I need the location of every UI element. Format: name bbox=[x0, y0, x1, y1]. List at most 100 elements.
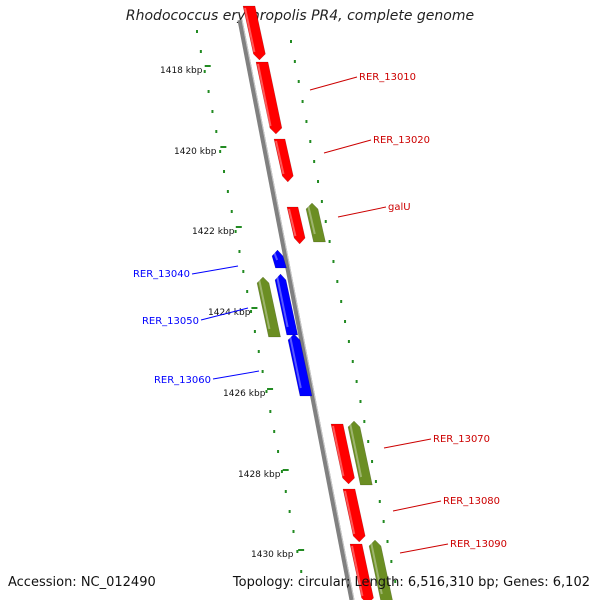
genome-title: Rhodococcus erythropolis PR4, complete g… bbox=[125, 8, 475, 24]
reverse-cds-arrow-shine bbox=[289, 335, 302, 389]
gene-label: RER_13050 bbox=[142, 316, 199, 327]
gene-leader-line bbox=[309, 76, 358, 91]
reverse-cds-arrow-shine bbox=[276, 275, 289, 328]
track-dot bbox=[242, 270, 245, 273]
gene-label: RER_13020 bbox=[373, 135, 430, 146]
tick-label: 1418 kbp bbox=[160, 66, 203, 76]
feature-track bbox=[242, 5, 393, 600]
track-dot bbox=[288, 510, 291, 513]
gene-label: RER_13060 bbox=[154, 375, 211, 386]
forward-cds-arrow bbox=[273, 138, 294, 183]
track-dot bbox=[211, 110, 214, 113]
track-dot bbox=[297, 80, 300, 83]
rna-feature-shine bbox=[370, 541, 383, 595]
genome-backbone bbox=[237, 19, 355, 600]
track-dot bbox=[207, 90, 210, 93]
gene-leader-line bbox=[323, 139, 372, 154]
rna-feature bbox=[368, 539, 393, 600]
gene-label: RER_13040 bbox=[133, 269, 190, 280]
track-dot bbox=[363, 420, 366, 423]
gene-label: RER_13010 bbox=[359, 72, 416, 83]
rna-feature-shine bbox=[258, 278, 271, 330]
track-dot bbox=[230, 210, 233, 213]
gene-leader-line bbox=[200, 307, 249, 321]
gene-leader-line bbox=[191, 265, 239, 275]
track-dot bbox=[253, 330, 256, 333]
track-dot bbox=[293, 60, 296, 63]
tick-label: 1430 kbp bbox=[251, 550, 294, 560]
track-dot bbox=[336, 280, 339, 283]
gene-leader-line bbox=[337, 206, 387, 218]
track-dot bbox=[257, 350, 260, 353]
forward-cds-arrow-shine bbox=[332, 425, 345, 477]
track-dot bbox=[269, 410, 272, 413]
tick-label: 1428 kbp bbox=[238, 470, 281, 480]
tick-label: 1420 kbp bbox=[174, 147, 217, 157]
track-dot bbox=[340, 300, 343, 303]
track-dot bbox=[265, 390, 268, 393]
forward-cds-arrow bbox=[342, 488, 366, 543]
track-dot bbox=[284, 490, 287, 493]
track-dot bbox=[394, 580, 397, 583]
track-dot bbox=[390, 560, 393, 563]
track-dot bbox=[367, 440, 370, 443]
forward-cds-arrow-shine bbox=[351, 545, 364, 597]
track-dot bbox=[246, 290, 249, 293]
track-dot bbox=[290, 40, 292, 43]
gene-labels: RER_13010 RER_13020 galU RER_13040 RER_13050… bbox=[133, 72, 507, 554]
gene-label: RER_13080 bbox=[443, 496, 500, 507]
gene-label: galU bbox=[388, 202, 411, 213]
track-dot bbox=[309, 140, 312, 143]
rna-feature-shine bbox=[349, 422, 363, 478]
track-dot bbox=[277, 450, 280, 453]
rna-feature-shine bbox=[307, 204, 316, 235]
forward-cds-arrow-shine bbox=[288, 208, 297, 237]
track-dot bbox=[226, 190, 229, 193]
right-dotted-track bbox=[290, 40, 397, 583]
track-dot bbox=[344, 320, 347, 323]
track-dot bbox=[332, 260, 335, 263]
track-dot bbox=[317, 180, 320, 183]
track-dot bbox=[292, 530, 295, 533]
track-dot bbox=[238, 250, 241, 253]
rna-feature bbox=[305, 202, 326, 243]
genome-backbone-highlight bbox=[241, 19, 355, 600]
track-dot bbox=[355, 380, 358, 383]
tick-label: 1426 kbp bbox=[223, 389, 266, 399]
gene-leader-line bbox=[383, 438, 432, 449]
reverse-cds-arrow bbox=[271, 249, 287, 269]
track-dot bbox=[320, 200, 323, 203]
reverse-cds-arrow bbox=[287, 333, 313, 397]
accession-text: Accession: NC_012490 bbox=[8, 575, 156, 590]
track-dot bbox=[374, 480, 377, 483]
track-dot bbox=[313, 160, 316, 163]
track-dot bbox=[328, 240, 331, 243]
tick-label: 1422 kbp bbox=[192, 227, 235, 237]
genome-summary-text: Topology: circular; Length: 6,516,310 bp… bbox=[232, 575, 590, 590]
forward-cds-arrow bbox=[349, 543, 374, 600]
gene-label: RER_13070 bbox=[433, 434, 490, 445]
track-dot bbox=[301, 100, 304, 103]
track-dot bbox=[203, 70, 206, 73]
rna-feature bbox=[256, 276, 281, 338]
reverse-cds-arrow-shine bbox=[273, 251, 279, 261]
track-dot bbox=[273, 430, 276, 433]
left-dotted-track bbox=[196, 30, 303, 573]
track-dot bbox=[386, 540, 389, 543]
track-dot bbox=[347, 340, 350, 343]
track-dot bbox=[234, 230, 237, 233]
forward-cds-arrow-shine bbox=[275, 140, 285, 175]
track-dot bbox=[215, 130, 218, 133]
track-dot bbox=[382, 520, 385, 523]
forward-cds-arrow bbox=[330, 423, 355, 485]
gene-label: RER_13090 bbox=[450, 539, 507, 550]
track-dot bbox=[378, 500, 381, 503]
rna-feature bbox=[347, 420, 373, 486]
track-dot bbox=[296, 550, 299, 553]
track-dot bbox=[223, 170, 226, 173]
gene-leader-line bbox=[399, 543, 449, 554]
forward-cds-arrow-shine bbox=[244, 7, 256, 53]
track-dot bbox=[324, 220, 327, 223]
track-dot bbox=[196, 30, 198, 33]
